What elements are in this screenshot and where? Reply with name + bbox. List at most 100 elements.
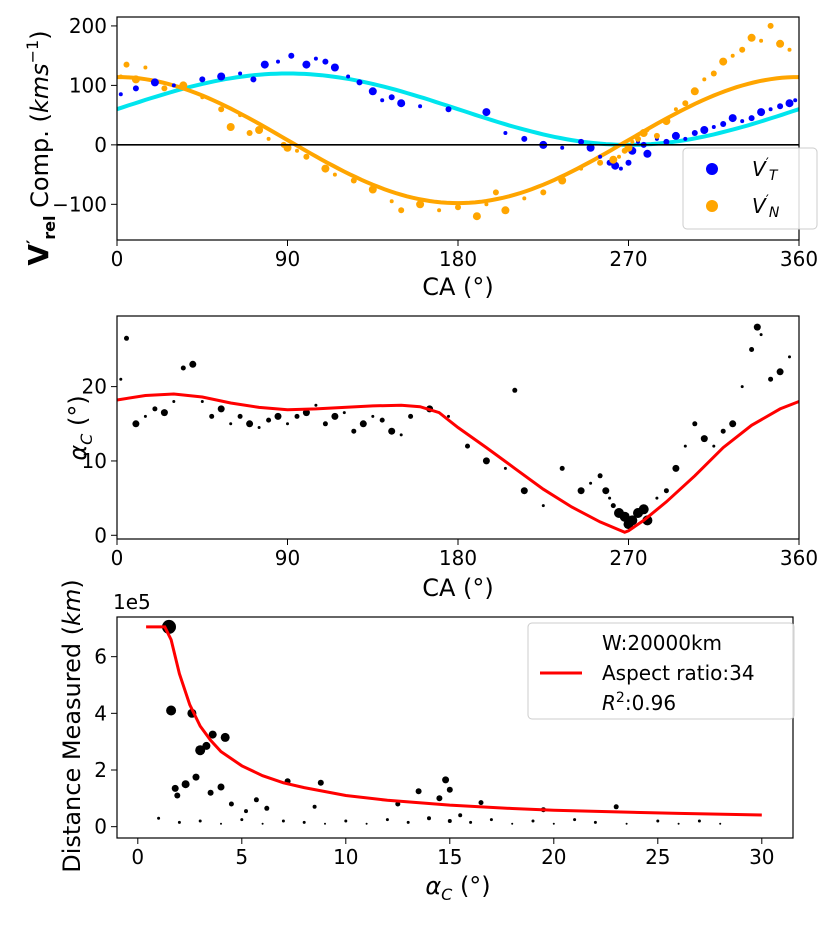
distance-point [217,783,225,791]
vn-point [501,206,510,215]
alpha-point [294,413,300,419]
vt-point [700,126,709,134]
vt-point [482,108,491,117]
alpha-y-axis-label: αC (°) [64,395,96,460]
vt-point [671,131,680,140]
alpha-ytick-label: 20 [82,375,107,399]
vt-point [288,52,295,59]
vn-point [200,95,205,100]
alpha-point [286,422,289,426]
alpha-plot-frame [116,315,800,540]
vn-point [558,176,567,185]
vt-point [171,83,176,88]
vn-point [437,208,442,213]
distance-point [264,805,270,811]
vt-point [691,130,698,136]
alpha-xtick-label: 270 [609,546,647,570]
alpha-point [753,323,761,331]
vrel-xtick-label: 360 [780,247,818,271]
distance-y-axis-label: Distance Measured (km) [58,579,86,872]
vrel-x-axis-label: CA (°) [422,273,494,301]
vt-point [418,104,423,109]
distance-point [157,816,161,820]
vt-point [643,149,652,158]
vrel-ytick-label: 200 [69,14,107,38]
alpha-point [388,427,396,435]
vt-point [618,166,623,171]
alpha-point [229,422,233,426]
distance-model-curve [146,625,762,817]
alpha-point [274,412,282,420]
alpha-xtick-label: 0 [111,546,124,570]
distance-point [415,788,422,795]
legend-label-vt: V′T [752,156,779,184]
vt-point [346,74,351,79]
vn-point [350,177,357,184]
alpha-point [266,417,272,423]
vn-point [283,143,292,152]
distance-point [177,820,181,824]
distance-point [208,730,217,739]
legend-box [682,147,818,230]
vn-point [238,113,243,118]
vn-point [246,130,253,136]
vn-point [579,166,584,171]
vt-point [711,125,716,129]
vn-point [455,204,461,211]
alpha-point [788,355,791,359]
vn-point [673,107,678,112]
vt-point [150,78,159,87]
alpha-point [124,335,129,341]
distance-point [312,804,317,809]
alpha-point [638,504,649,515]
vn-point [398,207,405,214]
distance-point [593,820,597,824]
vn-point [295,148,299,153]
vn-point [662,117,671,126]
vt-point [302,60,311,69]
alpha-point [342,411,346,415]
vt-point [368,87,377,96]
distance-xtick-label: 30 [749,845,774,869]
vn-point [609,155,618,164]
alpha-point [520,487,528,495]
vrel-y-axis-label: V′rel Comp. (kms−1) [22,30,59,265]
vt-point [380,98,385,103]
distance-point [677,822,680,825]
vn-point [218,106,225,113]
alpha-point [512,387,518,393]
vn-point [131,75,140,84]
distance-point [719,822,722,825]
alpha-point [768,376,774,382]
legend-marker-vn [706,200,718,212]
vt-point [560,145,565,150]
vrel-xtick-label: 270 [609,247,647,271]
vn-point [484,202,489,207]
vn-point [653,132,660,139]
alpha-point [447,414,450,418]
alpha-point [619,511,630,522]
vn-point [776,39,785,48]
vt-point [748,115,755,122]
vn-point [630,139,635,144]
vn-point [368,185,377,194]
vt-point [260,60,269,69]
alpha-point [749,347,755,352]
alpha-xtick-label: 180 [439,546,477,570]
vt-point [521,135,528,142]
alpha-point [559,465,565,471]
distance-legend: W:20000km Aspect ratio:34 R2:0.96 [527,622,795,720]
vn-point [759,38,764,43]
vn-point [255,126,264,134]
distance-point [442,776,450,784]
vn-point [682,100,689,107]
vrel-panel: 0 90 180 270 360 −100 0 100 200 CA (°) V′rel Com… [22,14,818,301]
distance-ytick-label: 4 [94,701,107,725]
distance-point [171,784,179,792]
vt-point [313,56,318,61]
distance-point [697,819,701,823]
vt-point [663,138,670,145]
alpha-point [371,414,375,418]
distance-point [395,801,401,807]
